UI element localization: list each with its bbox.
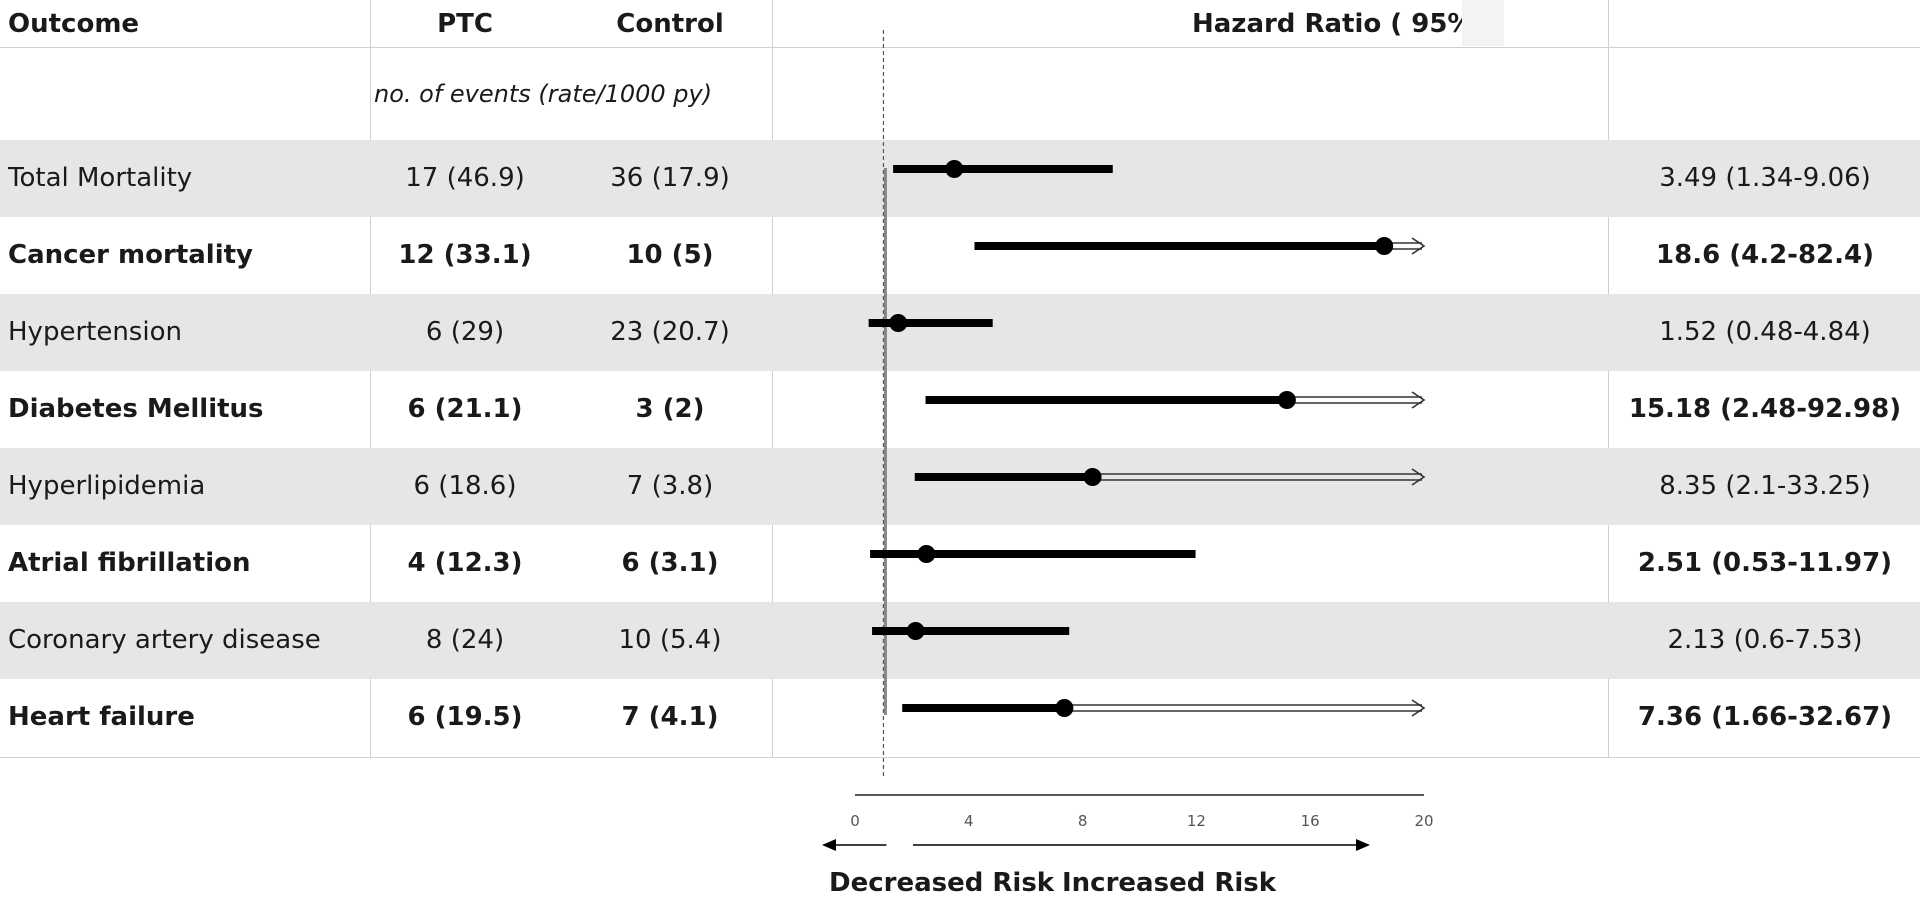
- x-tick-label: 0: [850, 812, 860, 830]
- decreased-risk-label: Decreased Risk: [829, 868, 1055, 898]
- ptc-events-cell: 17 (46.9): [405, 163, 525, 193]
- increased-risk-label: Increased Risk: [1062, 868, 1277, 898]
- header-control: Control: [616, 9, 724, 39]
- control-events-cell: 23 (20.7): [610, 317, 730, 347]
- hazard-ratio-cell: 3.49 (1.34-9.06): [1659, 163, 1871, 193]
- header-ptc: PTC: [437, 9, 493, 39]
- ptc-events-cell: 6 (18.6): [413, 471, 517, 501]
- hazard-ratio-point: [889, 314, 908, 332]
- control-events-cell: 7 (3.8): [626, 471, 714, 501]
- column-divider: [1608, 0, 1609, 758]
- column-divider: [370, 0, 371, 758]
- truncation-arrow: [1411, 237, 1426, 255]
- table-row: Diabetes Mellitus 6 (21.1) 3 (2) 15.18 (2.4…: [0, 371, 1920, 448]
- hazard-ratio-cell: 2.51 (0.53-11.97): [1637, 548, 1893, 578]
- hazard-ratio-point: [945, 160, 964, 178]
- hazard-ratio-cell: 15.18 (2.48-92.98): [1628, 394, 1902, 424]
- hazard-ratio-point: [1277, 391, 1296, 409]
- x-tick-label: 16: [1301, 812, 1320, 830]
- header-hazard-ratio: Hazard Ratio ( 95%: [1192, 9, 1474, 39]
- header-outcome: Outcome: [8, 9, 140, 39]
- outcome-cell: Coronary artery disease: [8, 625, 321, 655]
- control-events-cell: 7 (4.1): [621, 702, 719, 732]
- x-tick-label: 20: [1414, 812, 1433, 830]
- table-row: Hyperlipidemia 6 (18.6) 7 (3.8) 8.35 (2.1-3…: [0, 448, 1920, 525]
- x-tick-label: 12: [1187, 812, 1206, 830]
- hazard-ratio-cell: 18.6 (4.2-82.4): [1656, 240, 1874, 270]
- hazard-ratio-cell: 8.35 (2.1-33.25): [1659, 471, 1871, 501]
- outcome-cell: Diabetes Mellitus: [8, 394, 264, 424]
- outcome-cell: Atrial fibrillation: [8, 548, 251, 578]
- truncation-arrow: [1411, 468, 1426, 486]
- outcome-cell: Total Mortality: [8, 163, 193, 193]
- hazard-ratio-cell: 1.52 (0.48-4.84): [1659, 317, 1871, 347]
- x-tick-label: 4: [964, 812, 974, 830]
- hazard-ratio-point: [1083, 468, 1102, 486]
- truncation-arrow: [1411, 391, 1426, 409]
- table-row: Atrial fibrillation 4 (12.3) 6 (3.1) 2.51 (…: [0, 525, 1920, 602]
- increased-risk-arrowhead: [1356, 839, 1370, 851]
- table-bottom-border: [0, 757, 1920, 758]
- control-events-cell: 3 (2): [635, 394, 705, 424]
- table-row: Coronary artery disease 8 (24) 10 (5.4) 2.1…: [0, 602, 1920, 679]
- truncation-arrow: [1411, 699, 1426, 717]
- table-row: Heart failure 6 (19.5) 7 (4.1) 7.36 (1.66-3…: [0, 679, 1920, 756]
- hazard-ratio-point: [917, 545, 936, 563]
- hazard-ratio-cell: 2.13 (0.6-7.53): [1667, 625, 1863, 655]
- table-row: Total Mortality 17 (46.9) 36 (17.9) 3.49 (1…: [0, 140, 1920, 217]
- outcome-cell: Hyperlipidemia: [8, 471, 206, 501]
- header-overlay-box: [1462, 0, 1504, 46]
- outcome-cell: Hypertension: [8, 317, 182, 347]
- ptc-events-cell: 6 (19.5): [407, 702, 523, 732]
- column-divider: [772, 0, 773, 758]
- hazard-ratio-cell: 7.36 (1.66-32.67): [1637, 702, 1893, 732]
- hazard-ratio-point: [906, 622, 925, 640]
- control-events-cell: 10 (5): [626, 240, 714, 270]
- control-events-cell: 6 (3.1): [621, 548, 719, 578]
- ptc-events-cell: 4 (12.3): [407, 548, 523, 578]
- ptc-events-cell: 6 (21.1): [407, 394, 523, 424]
- outcome-cell: Heart failure: [8, 702, 195, 732]
- control-events-cell: 36 (17.9): [610, 163, 730, 193]
- x-tick-label: 8: [1078, 812, 1088, 830]
- subheader-events-rate: no. of events (rate/1000 py): [374, 80, 713, 108]
- hazard-ratio-point: [1055, 699, 1074, 717]
- outcome-cell: Cancer mortality: [8, 240, 254, 270]
- table-row: Cancer mortality 12 (33.1) 10 (5) 18.6 (4.2…: [0, 217, 1920, 294]
- header-divider: [0, 47, 1920, 48]
- ptc-events-cell: 12 (33.1): [398, 240, 532, 270]
- decreased-risk-arrowhead: [822, 839, 836, 851]
- ptc-events-cell: 6 (29): [425, 317, 505, 347]
- ptc-events-cell: 8 (24): [425, 625, 505, 655]
- hazard-ratio-point: [1375, 237, 1394, 255]
- control-events-cell: 10 (5.4): [618, 625, 722, 655]
- table-row: Hypertension 6 (29) 23 (20.7) 1.52 (0.48-4.…: [0, 294, 1920, 371]
